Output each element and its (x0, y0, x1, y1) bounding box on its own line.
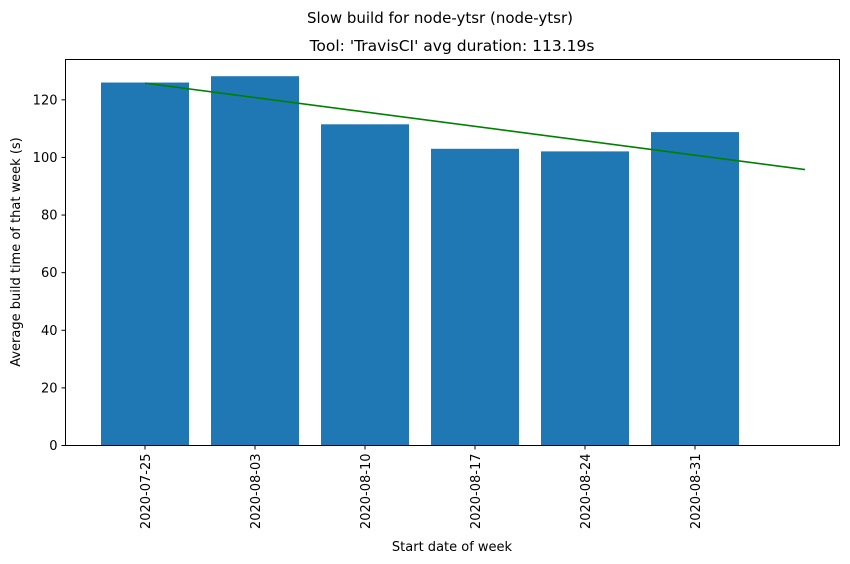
bar-2020-08-31 (651, 132, 739, 446)
y-tick-label-0: 0 (49, 439, 57, 454)
x-tick-label-2020-08-31: 2020-08-31 (689, 454, 704, 530)
y-tick-label-40: 40 (41, 324, 58, 339)
trend-group (144, 82, 806, 171)
bar-2020-07-25 (101, 82, 189, 446)
y-axis-label: Average build time of that week (s) (9, 137, 24, 367)
y-tick-label-80: 80 (41, 209, 58, 224)
x-tick-label-2020-07-25: 2020-07-25 (139, 454, 154, 530)
y-tick-label-120: 120 (33, 93, 58, 108)
x-tick-label-2020-08-10: 2020-08-10 (359, 454, 374, 530)
trend-line (144, 82, 806, 171)
x-axis: 2020-07-25 2020-08-03 2020-08-10 2020-08-17… (139, 445, 704, 530)
bar-2020-08-03 (211, 76, 299, 446)
plot-frame (65, 59, 840, 446)
y-axis: 0 20 40 60 80 100 120 (33, 93, 66, 454)
bar-2020-08-10 (321, 124, 409, 446)
y-tick-label-100: 100 (33, 151, 58, 166)
x-tick-label-2020-08-24: 2020-08-24 (579, 454, 594, 530)
bar-2020-08-17 (431, 148, 519, 446)
chart-suptitle: Slow build for node-ytsr (node-ytsr) (307, 9, 573, 27)
x-tick-label-2020-08-17: 2020-08-17 (469, 454, 484, 530)
chart-title: Tool: 'TravisCI' avg duration: 113.19s (309, 37, 595, 55)
bar-2020-08-24 (541, 151, 629, 446)
bar-group (101, 76, 739, 446)
y-tick-label-20: 20 (41, 381, 58, 396)
x-axis-label: Start date of week (392, 540, 513, 555)
y-tick-label-60: 60 (41, 266, 58, 281)
x-tick-label-2020-08-03: 2020-08-03 (249, 454, 264, 530)
